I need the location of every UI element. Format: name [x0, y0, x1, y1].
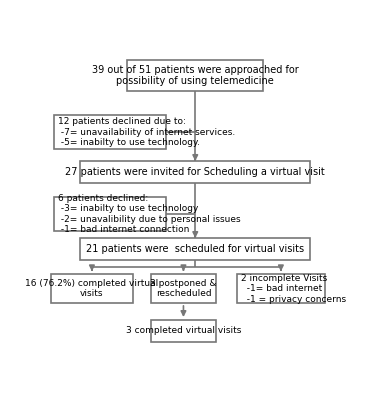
Text: 2 incomplete Visits
  -1= bad internet
  -1 = privacy concerns: 2 incomplete Visits -1= bad internet -1 … — [241, 274, 346, 304]
Text: 27 patients were invited for Scheduling a virtual visit: 27 patients were invited for Scheduling … — [66, 167, 325, 177]
FancyBboxPatch shape — [127, 60, 263, 91]
FancyBboxPatch shape — [80, 161, 311, 183]
FancyBboxPatch shape — [80, 238, 311, 260]
Text: 3 postponed &
rescheduled: 3 postponed & rescheduled — [150, 279, 217, 298]
Text: 39 out of 51 patients were approached for
possibility of using telemedicine: 39 out of 51 patients were approached fo… — [92, 65, 299, 86]
Text: 21 patients were  scheduled for virtual visits: 21 patients were scheduled for virtual v… — [86, 244, 304, 254]
Text: 16 (76.2%) completed virtual
visits: 16 (76.2%) completed virtual visits — [25, 279, 158, 298]
FancyBboxPatch shape — [51, 274, 133, 303]
Text: 12 patients declined due to:
 -7= unavailability of internet services.
 -5= inab: 12 patients declined due to: -7= unavail… — [58, 117, 235, 147]
Text: 6 patients declined:
 -3= inabilty to use technology
 -2= unavalibility due to p: 6 patients declined: -3= inabilty to use… — [58, 194, 240, 234]
FancyBboxPatch shape — [151, 274, 216, 303]
FancyBboxPatch shape — [53, 115, 166, 149]
FancyBboxPatch shape — [151, 320, 216, 342]
Text: 3 completed virtual visits: 3 completed virtual visits — [126, 326, 241, 335]
FancyBboxPatch shape — [237, 274, 325, 303]
FancyBboxPatch shape — [53, 197, 166, 231]
